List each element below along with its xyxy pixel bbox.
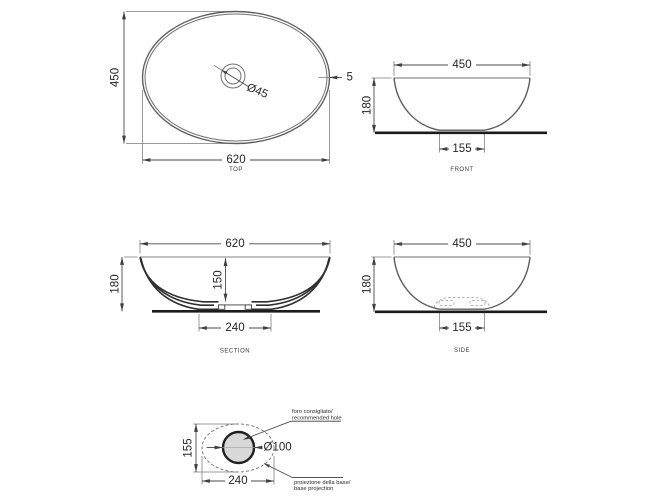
dim-text-wall-thickness: 5 [347, 72, 353, 84]
dim-text-section-width: 620 [225, 238, 244, 250]
side-view: 450 180 155 SIDE [362, 238, 547, 354]
wall-curve [139, 257, 219, 303]
drain-notch-right [244, 304, 252, 310]
dim-text-section-depth: 150 [213, 270, 225, 289]
dim-text-backing [449, 143, 475, 155]
base-note-line2: base projection [294, 486, 333, 492]
hole-note-line2: recommended hole [292, 416, 342, 422]
drain-notch-left [218, 304, 226, 310]
drain-leader-tail [213, 64, 222, 71]
wall-curve [256, 257, 331, 306]
section-wall-left [139, 257, 219, 311]
hidden-base-outline [433, 297, 491, 308]
dim-text-section-height: 180 [110, 274, 122, 293]
hole-note-line1: foro consigliato/ [292, 409, 333, 415]
dim-text-backing [221, 322, 249, 334]
view-label-front: FRONT [450, 167, 473, 173]
wall-curve [140, 258, 219, 311]
base-projection-ellipse [201, 423, 275, 473]
dim-text-top-width: 620 [226, 154, 245, 166]
hole-note-leader [243, 420, 292, 440]
bowl-silhouette [393, 77, 531, 131]
dim-text-side-width: 450 [452, 238, 471, 250]
wall-curve [251, 257, 331, 303]
dim-text-base-width: 240 [228, 475, 247, 487]
dim-text-section-base: 240 [225, 322, 244, 334]
basin-outer-rim [141, 10, 331, 145]
dim-text-backing [221, 238, 249, 250]
hidden-base-detail [469, 300, 486, 306]
base-note-line1: proiezione della base/ [294, 480, 351, 486]
dim-text-front-base: 155 [452, 143, 471, 155]
base-projection-view: 155 240 Ø100 foro consigliato/ recommend… [183, 409, 351, 492]
dim-text-backing [448, 59, 476, 71]
base-note-leader [263, 463, 293, 479]
top-view: 450 620 5 Ø45 TOP [110, 10, 353, 173]
view-label-section: SECTION [220, 349, 250, 355]
dim-text-backing [225, 475, 251, 487]
dim-text-hole-diameter: Ø100 [264, 442, 292, 454]
dim-text-backing [448, 238, 476, 250]
dim-text-front-height: 180 [362, 96, 374, 115]
basin-inner-rim [144, 13, 328, 142]
section-wall-right [251, 257, 331, 311]
view-label-top: TOP [229, 167, 243, 173]
dim-text-base-height: 155 [183, 438, 195, 457]
dim-text-side-base: 155 [452, 322, 471, 334]
drain-outer-circle [220, 63, 246, 89]
view-label-side: SIDE [454, 348, 470, 354]
dim-text-top-height: 450 [110, 68, 122, 87]
wall-curve [139, 257, 214, 306]
dim-text-backing [449, 322, 475, 334]
drain-inner-circle [224, 67, 242, 85]
dim-text-side-height: 180 [362, 275, 374, 294]
bowl-silhouette [393, 256, 531, 310]
dim-text-drain-diameter: Ø45 [245, 82, 270, 101]
hidden-base-detail [438, 300, 455, 306]
section-view: 620 180 150 240 SECTION [110, 238, 331, 355]
wall-curve [251, 258, 330, 311]
front-view: 450 180 155 FRONT [362, 59, 547, 173]
dim-text-backing [222, 154, 250, 166]
dim-text-front-width: 450 [452, 59, 471, 71]
drain-leader [221, 69, 250, 88]
